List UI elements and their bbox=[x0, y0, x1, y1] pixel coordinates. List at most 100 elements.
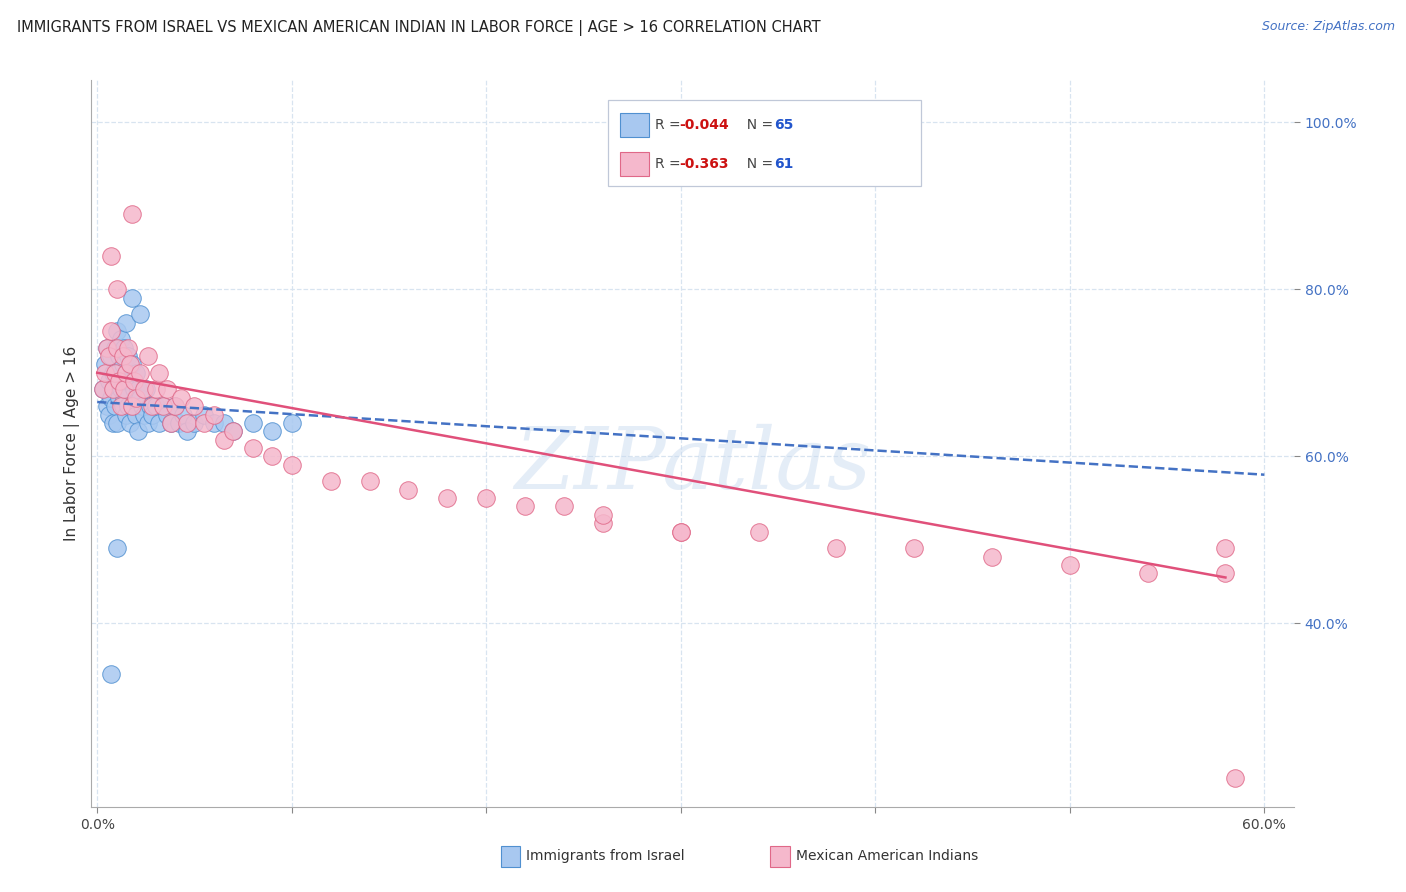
Bar bbox=[620, 113, 650, 137]
Point bbox=[120, 374, 142, 388]
Point bbox=[592, 516, 614, 530]
Point bbox=[96, 399, 118, 413]
Point bbox=[94, 358, 117, 372]
Point bbox=[115, 366, 138, 380]
Point bbox=[127, 383, 149, 397]
Point bbox=[121, 399, 143, 413]
Point bbox=[212, 416, 235, 430]
Point bbox=[212, 433, 235, 447]
Point bbox=[222, 424, 245, 438]
Point bbox=[398, 483, 420, 497]
Point bbox=[202, 408, 225, 422]
Point bbox=[115, 366, 138, 380]
Point bbox=[167, 416, 190, 430]
Text: IMMIGRANTS FROM ISRAEL VS MEXICAN AMERICAN INDIAN IN LABOR FORCE | AGE > 16 CORR: IMMIGRANTS FROM ISRAEL VS MEXICAN AMERIC… bbox=[17, 20, 821, 36]
Point bbox=[105, 416, 128, 430]
Point bbox=[825, 541, 848, 556]
Point bbox=[107, 374, 129, 388]
Point bbox=[120, 416, 142, 430]
Point bbox=[156, 408, 179, 422]
Point bbox=[91, 383, 114, 397]
Point bbox=[592, 508, 614, 522]
Text: Mexican American Indians: Mexican American Indians bbox=[796, 849, 979, 863]
Point bbox=[136, 349, 159, 363]
Bar bbox=[620, 153, 650, 177]
Point bbox=[148, 366, 170, 380]
Point bbox=[122, 383, 145, 397]
Text: Source: ZipAtlas.com: Source: ZipAtlas.com bbox=[1261, 20, 1395, 33]
Point bbox=[903, 541, 925, 556]
Point bbox=[120, 358, 142, 372]
Point bbox=[110, 332, 132, 346]
Point bbox=[748, 524, 770, 539]
Point bbox=[163, 399, 186, 413]
Point bbox=[129, 307, 152, 321]
Point bbox=[114, 383, 136, 397]
Point bbox=[139, 399, 162, 413]
Point bbox=[170, 391, 193, 405]
Point bbox=[141, 408, 163, 422]
Point bbox=[115, 316, 138, 330]
Point bbox=[1136, 566, 1159, 581]
Point bbox=[104, 341, 127, 355]
Point bbox=[105, 366, 128, 380]
Text: R =: R = bbox=[655, 118, 685, 132]
Point bbox=[100, 666, 122, 681]
Text: N =: N = bbox=[738, 157, 778, 171]
Point bbox=[125, 366, 148, 380]
Point bbox=[107, 391, 129, 405]
Point bbox=[97, 374, 120, 388]
Point bbox=[91, 383, 114, 397]
Point bbox=[125, 408, 148, 422]
Point bbox=[176, 416, 198, 430]
Point bbox=[127, 424, 149, 438]
Point bbox=[101, 366, 124, 380]
Point bbox=[111, 349, 134, 363]
Point bbox=[1215, 566, 1237, 581]
Point bbox=[135, 383, 157, 397]
Point bbox=[176, 424, 198, 438]
Point bbox=[96, 341, 118, 355]
Bar bbox=[609, 100, 921, 186]
Point bbox=[100, 249, 122, 263]
Point bbox=[1223, 771, 1246, 785]
Point bbox=[193, 416, 215, 430]
Text: -0.044: -0.044 bbox=[679, 118, 728, 132]
Point bbox=[1059, 558, 1081, 572]
Point bbox=[105, 282, 128, 296]
Point bbox=[132, 408, 155, 422]
Point bbox=[515, 500, 537, 514]
Point bbox=[97, 408, 120, 422]
Text: -0.363: -0.363 bbox=[679, 157, 728, 171]
Point bbox=[104, 399, 127, 413]
Y-axis label: In Labor Force | Age > 16: In Labor Force | Age > 16 bbox=[65, 346, 80, 541]
Point bbox=[152, 399, 174, 413]
Point bbox=[125, 391, 148, 405]
Point bbox=[145, 383, 167, 397]
Point bbox=[114, 391, 136, 405]
Point bbox=[94, 366, 117, 380]
Point bbox=[110, 383, 132, 397]
Point bbox=[105, 341, 128, 355]
Point bbox=[475, 491, 498, 505]
Point bbox=[100, 324, 122, 338]
Point bbox=[122, 374, 145, 388]
Point bbox=[183, 416, 205, 430]
Text: R =: R = bbox=[655, 157, 685, 171]
Point bbox=[145, 399, 167, 413]
Point bbox=[160, 416, 183, 430]
Point bbox=[222, 424, 245, 438]
Point bbox=[436, 491, 458, 505]
Point bbox=[319, 475, 342, 489]
Text: 65: 65 bbox=[775, 118, 793, 132]
Point bbox=[121, 358, 143, 372]
Text: 61: 61 bbox=[775, 157, 793, 171]
Bar bbox=[770, 846, 790, 867]
Point bbox=[132, 383, 155, 397]
Point bbox=[981, 549, 1004, 564]
Point bbox=[110, 399, 132, 413]
Point bbox=[100, 391, 122, 405]
Text: ZIPatlas: ZIPatlas bbox=[513, 425, 872, 507]
Point bbox=[111, 358, 134, 372]
Point bbox=[553, 500, 575, 514]
